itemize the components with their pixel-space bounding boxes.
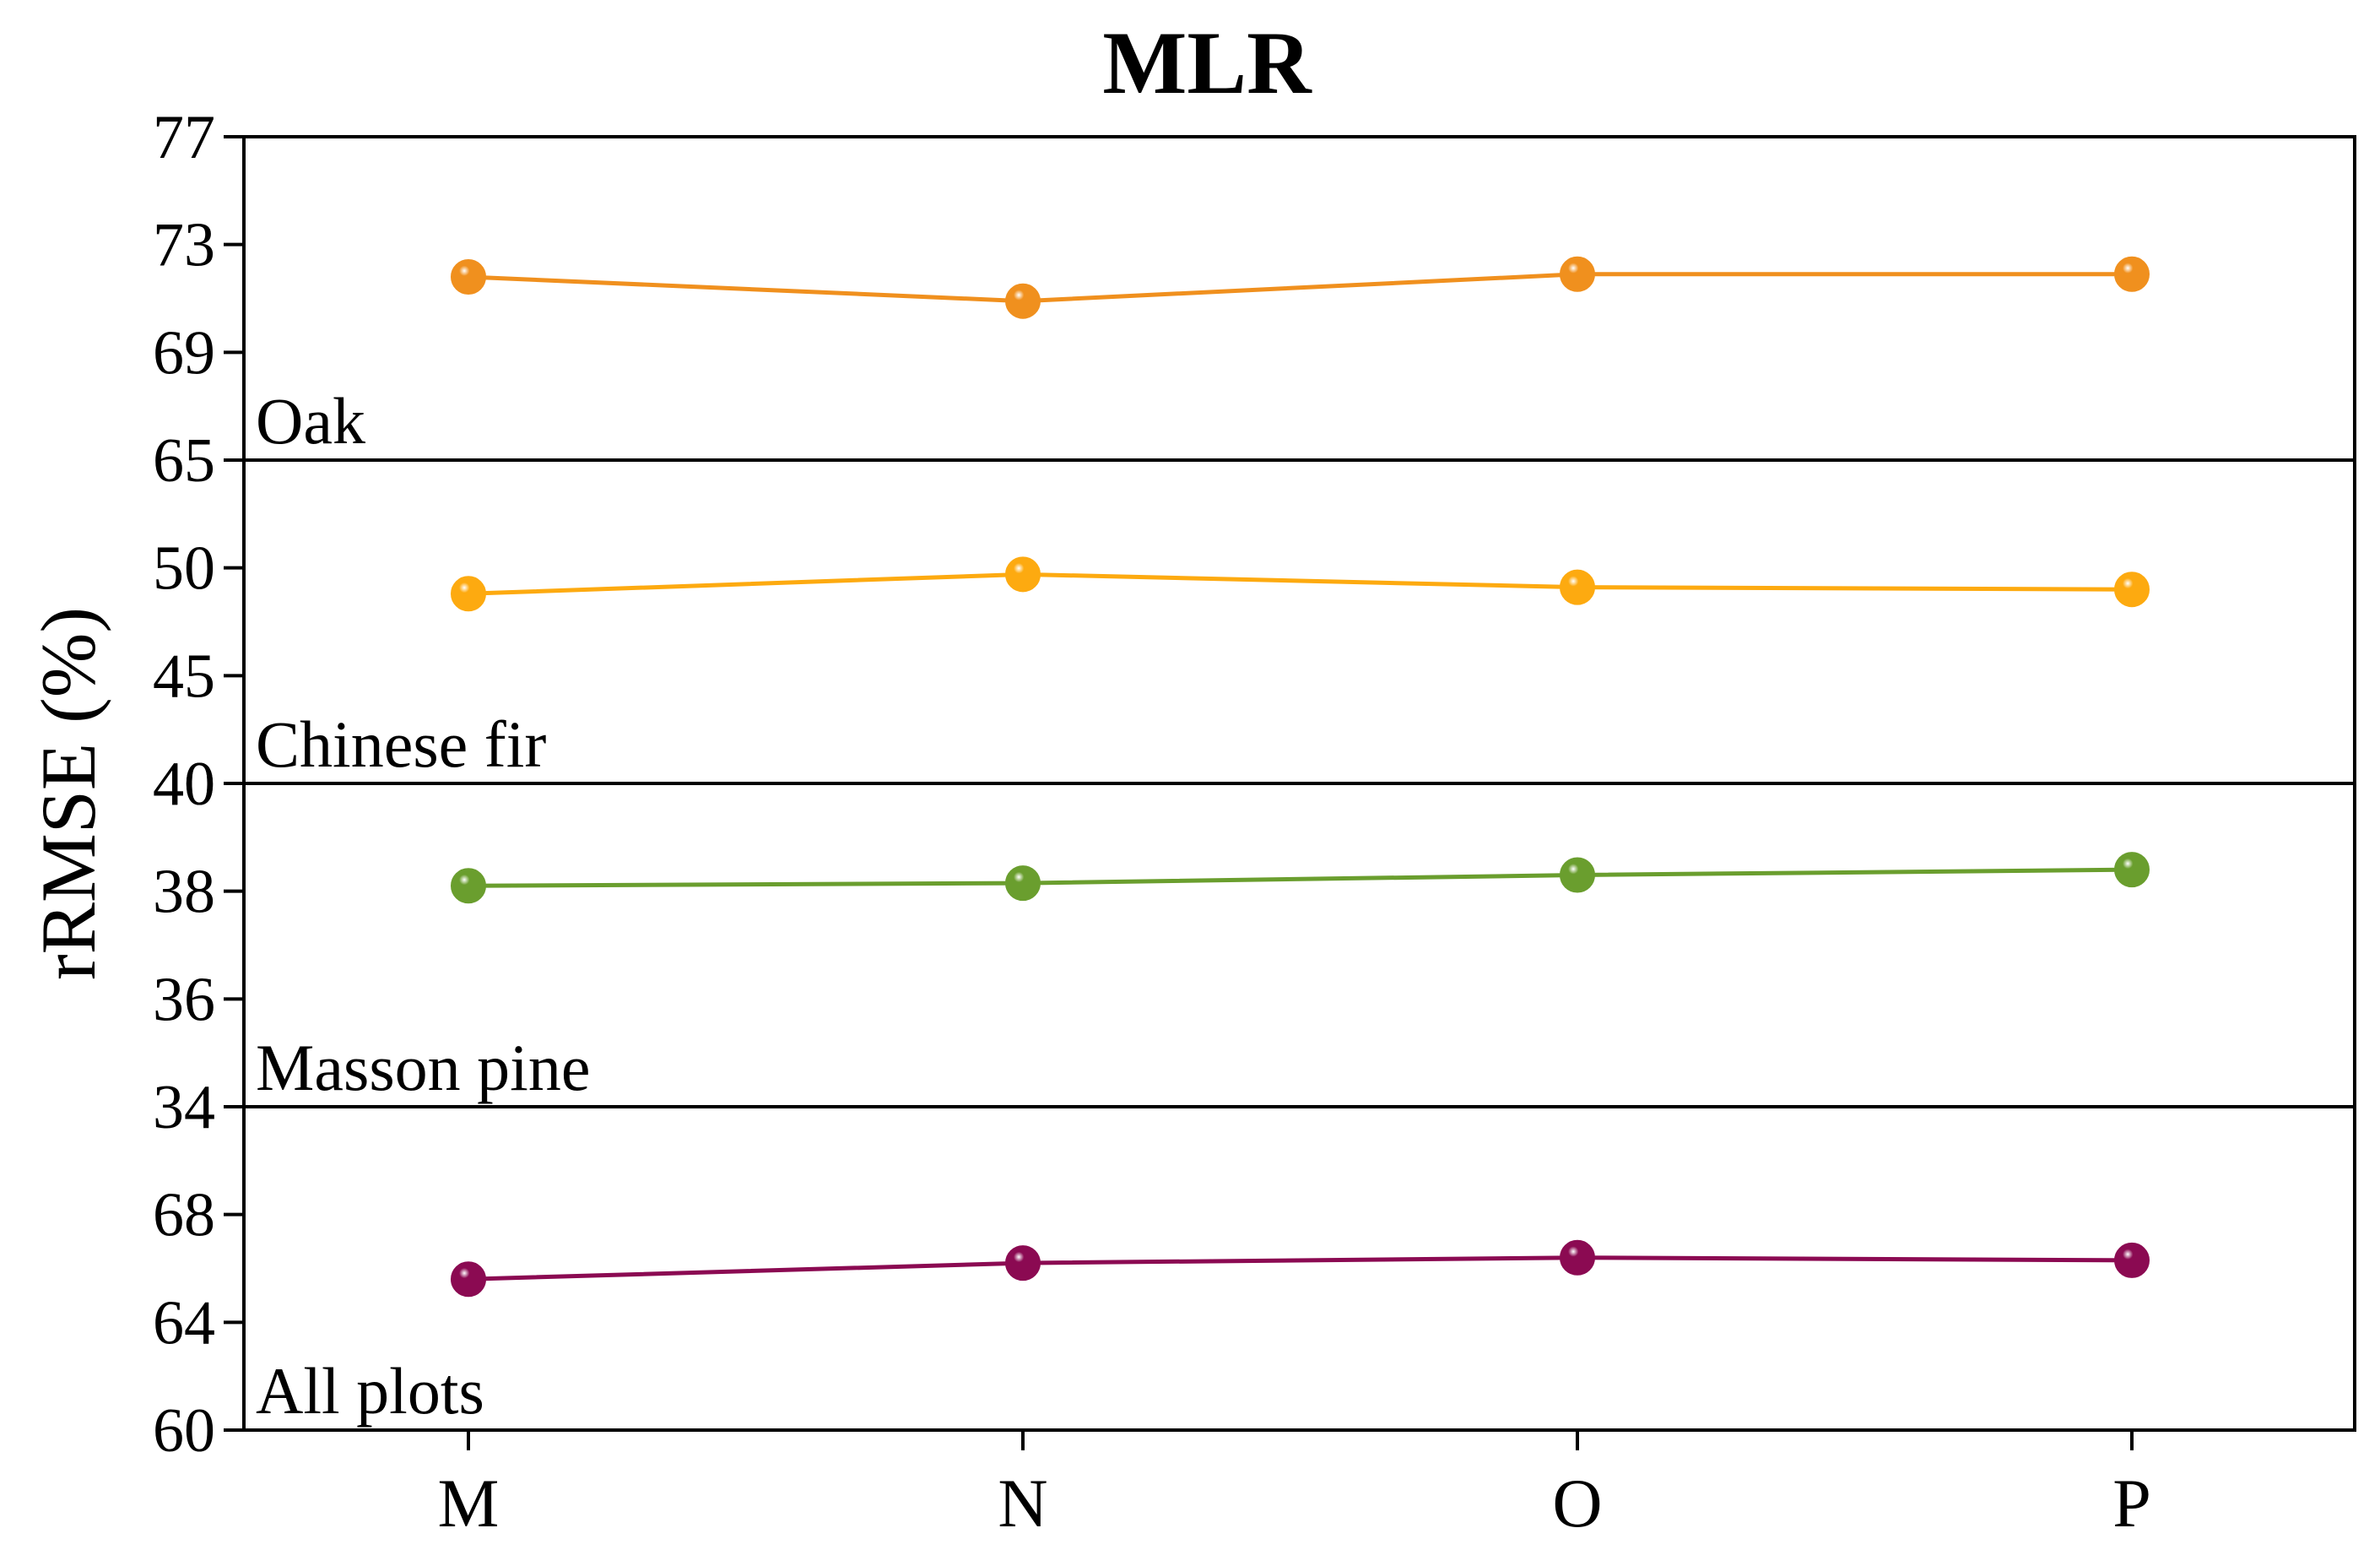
data-point (1005, 865, 1041, 902)
data-point (451, 868, 486, 904)
data-point (1005, 556, 1041, 593)
y-tick-label: 68 (153, 1181, 215, 1250)
data-point (1560, 569, 1595, 605)
y-tick-label: 73 (153, 211, 215, 280)
data-point (1005, 283, 1041, 319)
y-tick-label: 34 (153, 1073, 215, 1142)
panel-label: All plots (256, 1354, 484, 1428)
data-point (451, 1261, 486, 1298)
x-tick-label: O (1552, 1465, 1602, 1542)
y-tick-label: 40 (153, 750, 215, 819)
y-tick-label: 40 (153, 750, 215, 819)
series-line (468, 1255, 2133, 1282)
data-point (1560, 857, 1595, 893)
y-tick-label: 50 (153, 534, 215, 604)
data-point (2114, 572, 2150, 608)
data-point (1005, 1245, 1041, 1282)
data-point (451, 576, 486, 612)
y-tick-label: 64 (153, 1288, 215, 1357)
data-point (1560, 256, 1595, 292)
y-tick-label: 77 (153, 103, 215, 172)
panel-frame (242, 458, 2356, 785)
panel-label: Masson pine (256, 1031, 590, 1104)
y-tick-label: 36 (153, 965, 215, 1034)
series-line (468, 272, 2132, 304)
x-tick-label: P (2112, 1465, 2151, 1542)
data-point (2114, 256, 2150, 292)
y-tick-label: 45 (153, 642, 215, 711)
y-tick-label: 60 (153, 1396, 215, 1466)
data-point (2114, 852, 2150, 888)
x-tick-label: N (998, 1465, 1047, 1542)
series-line (468, 867, 2133, 888)
y-tick-label: 69 (153, 318, 215, 387)
x-tick-label: M (438, 1465, 500, 1542)
panel-frame (242, 1105, 2356, 1432)
y-axis-label: rRMSE (%) (25, 607, 111, 980)
data-point (2114, 1242, 2150, 1278)
panel-label: Chinese fir (256, 707, 546, 781)
series-line (468, 572, 2133, 596)
data-point (1560, 1239, 1595, 1276)
panel-frame (242, 135, 2356, 462)
panel-label: Oak (256, 384, 365, 458)
y-tick-label: 65 (153, 426, 215, 496)
y-tick-label: 38 (153, 858, 215, 927)
chart-title: MLR (1102, 14, 1312, 112)
data-point (451, 258, 486, 295)
